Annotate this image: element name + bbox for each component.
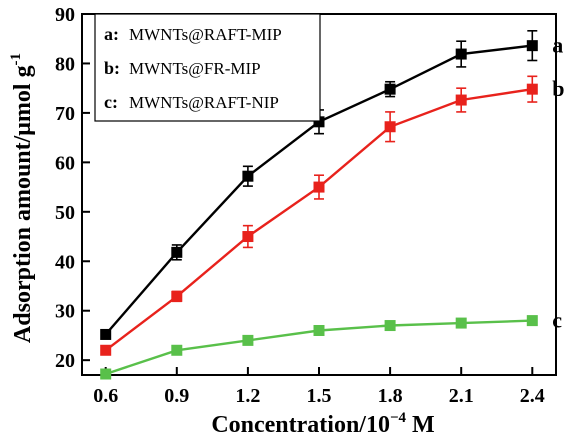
data-point-b: [455, 94, 467, 106]
series-end-label-a: a: [552, 33, 563, 58]
x-tick-label: 1.5: [307, 385, 332, 407]
data-point-b: [384, 121, 396, 133]
y-tick-label: 50: [55, 202, 75, 224]
y-tick-label: 20: [55, 350, 75, 372]
series-b: b: [100, 75, 565, 356]
x-tick-label: 2.1: [449, 385, 474, 407]
x-tick-label: 1.8: [378, 385, 403, 407]
data-point-c: [171, 344, 183, 356]
y-axis-title-exp: -1: [8, 53, 24, 66]
legend-entry-c: MWNTs@RAFT-NIP: [129, 93, 279, 112]
y-tick-label: 80: [55, 53, 75, 75]
series-end-label-c: c: [552, 308, 562, 333]
data-point-b: [313, 181, 325, 193]
y-tick-label: 60: [55, 152, 75, 174]
data-point-b: [171, 290, 183, 302]
data-point-a: [171, 246, 183, 258]
data-point-b: [242, 231, 254, 243]
data-point-c: [455, 317, 467, 329]
series-layer: ab c: [100, 30, 565, 380]
legend: a: MWNTs@RAFT-MIP b: MWNTs@FR-MIP c: MWN…: [94, 13, 321, 122]
legend-key-a: a:: [104, 24, 119, 44]
axes: 0.6 0.9 1.2 1.5 1.8 2.1 2.4 20 30 40 50 60 70 80 90: [55, 4, 557, 407]
data-point-c: [100, 368, 112, 380]
series-end-label-b: b: [552, 76, 564, 101]
data-point-c: [242, 334, 254, 346]
data-point-c: [384, 320, 396, 332]
x-axis-title-exp: −4: [390, 410, 407, 426]
y-tick-label: 90: [55, 4, 75, 26]
x-axis-title: Concentration/10−4 M: [211, 410, 434, 438]
legend-entry-b: MWNTs@FR-MIP: [129, 59, 261, 78]
data-point-a: [455, 48, 467, 60]
data-point-a: [526, 40, 538, 52]
y-tick-label: 30: [55, 301, 75, 323]
y-axis-title: Adsorption amount/μmol g-1: [8, 53, 36, 343]
x-axis-title-unit: M: [406, 412, 435, 438]
x-tick-label: 1.2: [235, 385, 260, 407]
y-axis-title-main: Adsorption amount/μmol g: [10, 65, 36, 343]
y-tick-label: 40: [55, 251, 75, 273]
y-tick-label: 70: [55, 103, 75, 125]
data-point-b: [100, 344, 112, 356]
data-point-a: [384, 83, 396, 95]
series-c: c: [100, 308, 562, 380]
data-point-c: [313, 324, 325, 336]
data-point-a: [242, 170, 254, 182]
x-tick-label: 2.4: [520, 385, 545, 407]
x-tick-label: 0.9: [164, 385, 189, 407]
legend-box: [94, 13, 321, 122]
data-point-b: [526, 83, 538, 95]
data-point-a: [100, 328, 112, 340]
legend-entry-a: MWNTs@RAFT-MIP: [129, 25, 282, 44]
data-point-a: [313, 116, 325, 128]
legend-key-b: b:: [104, 58, 120, 78]
x-axis-title-main: Concentration/10: [211, 412, 390, 438]
data-point-c: [526, 315, 538, 327]
legend-key-c: c:: [104, 92, 118, 112]
x-tick-label: 0.6: [93, 385, 118, 407]
